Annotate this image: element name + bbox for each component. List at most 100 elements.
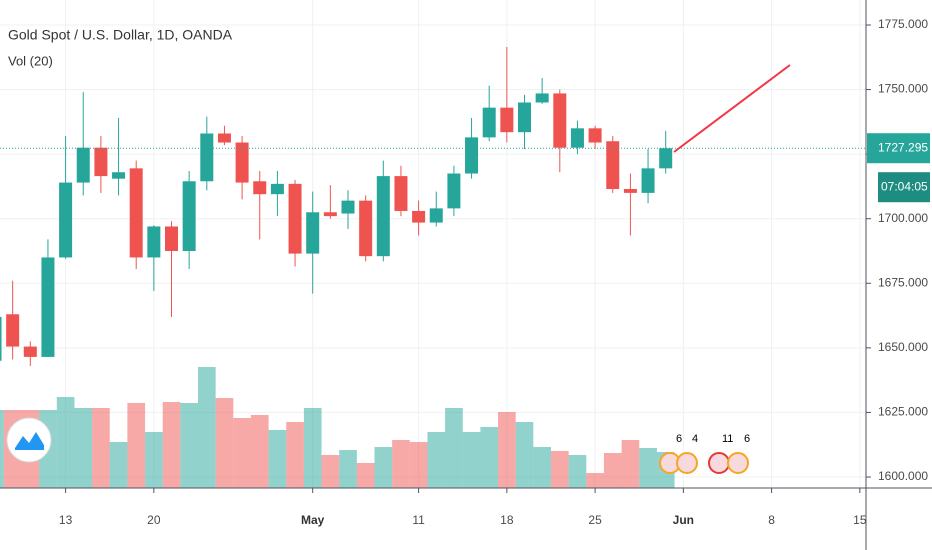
candle-body (482, 107, 496, 138)
volume-bar (462, 432, 481, 488)
candle-body (270, 183, 284, 195)
volume-bar (56, 397, 75, 488)
volume-bar (392, 440, 410, 488)
x-tick-label: 18 (500, 513, 514, 527)
x-tick-label: 8 (768, 513, 775, 527)
candle-body (465, 137, 479, 174)
event-icon[interactable] (727, 452, 749, 474)
x-tick-label: 13 (59, 513, 73, 527)
candle-body (41, 257, 55, 357)
candle-body (535, 93, 549, 103)
volume-bar (515, 422, 534, 488)
volume-bar (286, 422, 304, 488)
y-tick-label: 1625.000 (878, 405, 928, 419)
trend-line[interactable] (673, 64, 791, 153)
candle-body (376, 176, 390, 257)
candle-body (59, 182, 73, 258)
y-tick-label: 1750.000 (878, 82, 928, 96)
y-tick-label: 1650.000 (878, 340, 928, 354)
volume-bar (92, 408, 110, 488)
candle-body (129, 168, 143, 258)
logo-circle[interactable] (6, 417, 52, 463)
candle-body (94, 147, 108, 177)
candle-body (359, 200, 373, 257)
volume-bar (162, 402, 181, 488)
countdown-label: 07:04:05 (881, 179, 928, 193)
candle-body (306, 212, 320, 254)
volume-bar (109, 442, 128, 488)
event-count: 4 (692, 433, 698, 445)
candle-body (429, 208, 443, 223)
y-tick-label: 1775.000 (878, 17, 928, 31)
candle-body (182, 181, 196, 251)
logo-icon[interactable] (15, 432, 44, 450)
candle-body (23, 346, 37, 357)
volume-bar (321, 455, 340, 488)
volume-bar (639, 448, 657, 488)
volume-bar (533, 447, 551, 488)
candle-body (217, 133, 231, 143)
candle-body (200, 133, 214, 182)
volume-bar (233, 418, 251, 488)
volume-bar (250, 415, 269, 488)
last-price-label: 1727.295 (878, 140, 928, 154)
event-count: 6 (744, 433, 750, 445)
candle-body (641, 168, 655, 193)
candle-body (147, 226, 161, 258)
candle-body (412, 210, 426, 223)
volume-bar (427, 432, 446, 488)
y-tick-label: 1600.000 (878, 469, 928, 483)
volume-bar (339, 450, 357, 488)
candle-body (288, 183, 302, 254)
volume-bar (145, 432, 163, 488)
candle-body (323, 212, 337, 217)
candle-body (500, 107, 514, 133)
volume-bar (74, 408, 93, 488)
volume-bar (198, 367, 216, 488)
y-tick-label: 1675.000 (878, 275, 928, 289)
x-tick-label: 25 (588, 513, 602, 527)
volume-bar (180, 403, 198, 488)
candle-body (253, 181, 267, 195)
candle-body (112, 172, 126, 179)
countdown-box (878, 172, 930, 203)
event-icon[interactable] (676, 452, 698, 474)
y-tick-label: 1700.000 (878, 211, 928, 225)
candle-body (447, 173, 461, 209)
candle-body (659, 148, 673, 169)
volume-bar (621, 440, 640, 488)
volume-bar (374, 447, 393, 488)
candle-body (588, 128, 602, 143)
volume-bar (0, 410, 4, 488)
volume-bar (551, 451, 569, 488)
candle-body (518, 102, 531, 133)
volume-bar (480, 427, 499, 488)
volume-bar (586, 473, 604, 488)
events[interactable]: 6 4 11 6 (659, 433, 750, 474)
logo[interactable] (6, 417, 52, 463)
candle-body (623, 189, 637, 193)
indicator-label: Vol (20) (8, 53, 53, 68)
x-tick-label: 20 (147, 513, 161, 527)
volume-bar (268, 430, 287, 488)
axes: 1600.000 1625.000 1650.000 1675.000 1700.000… (0, 17, 930, 527)
x-tick-label: 11 (412, 513, 425, 527)
x-tick-label: Jun (673, 513, 694, 527)
volume-bar (498, 412, 516, 488)
candle-body (341, 200, 355, 214)
candle-body (570, 128, 584, 148)
candle-body (606, 141, 620, 190)
volume-bar (445, 408, 463, 488)
candle-body (394, 176, 408, 211)
candle-body (165, 226, 178, 251)
event-count: 6 (676, 433, 682, 445)
x-tick-label: May (301, 513, 325, 527)
volume-bar (303, 408, 322, 488)
volume-bar (568, 455, 587, 488)
candle-body (0, 316, 2, 361)
volume-bar (603, 453, 622, 488)
x-tick-label: 15 (853, 513, 867, 527)
event-icon[interactable] (708, 452, 730, 474)
candle-body (6, 314, 20, 347)
chart-title: Gold Spot / U.S. Dollar, 1D, OANDA (8, 27, 233, 43)
